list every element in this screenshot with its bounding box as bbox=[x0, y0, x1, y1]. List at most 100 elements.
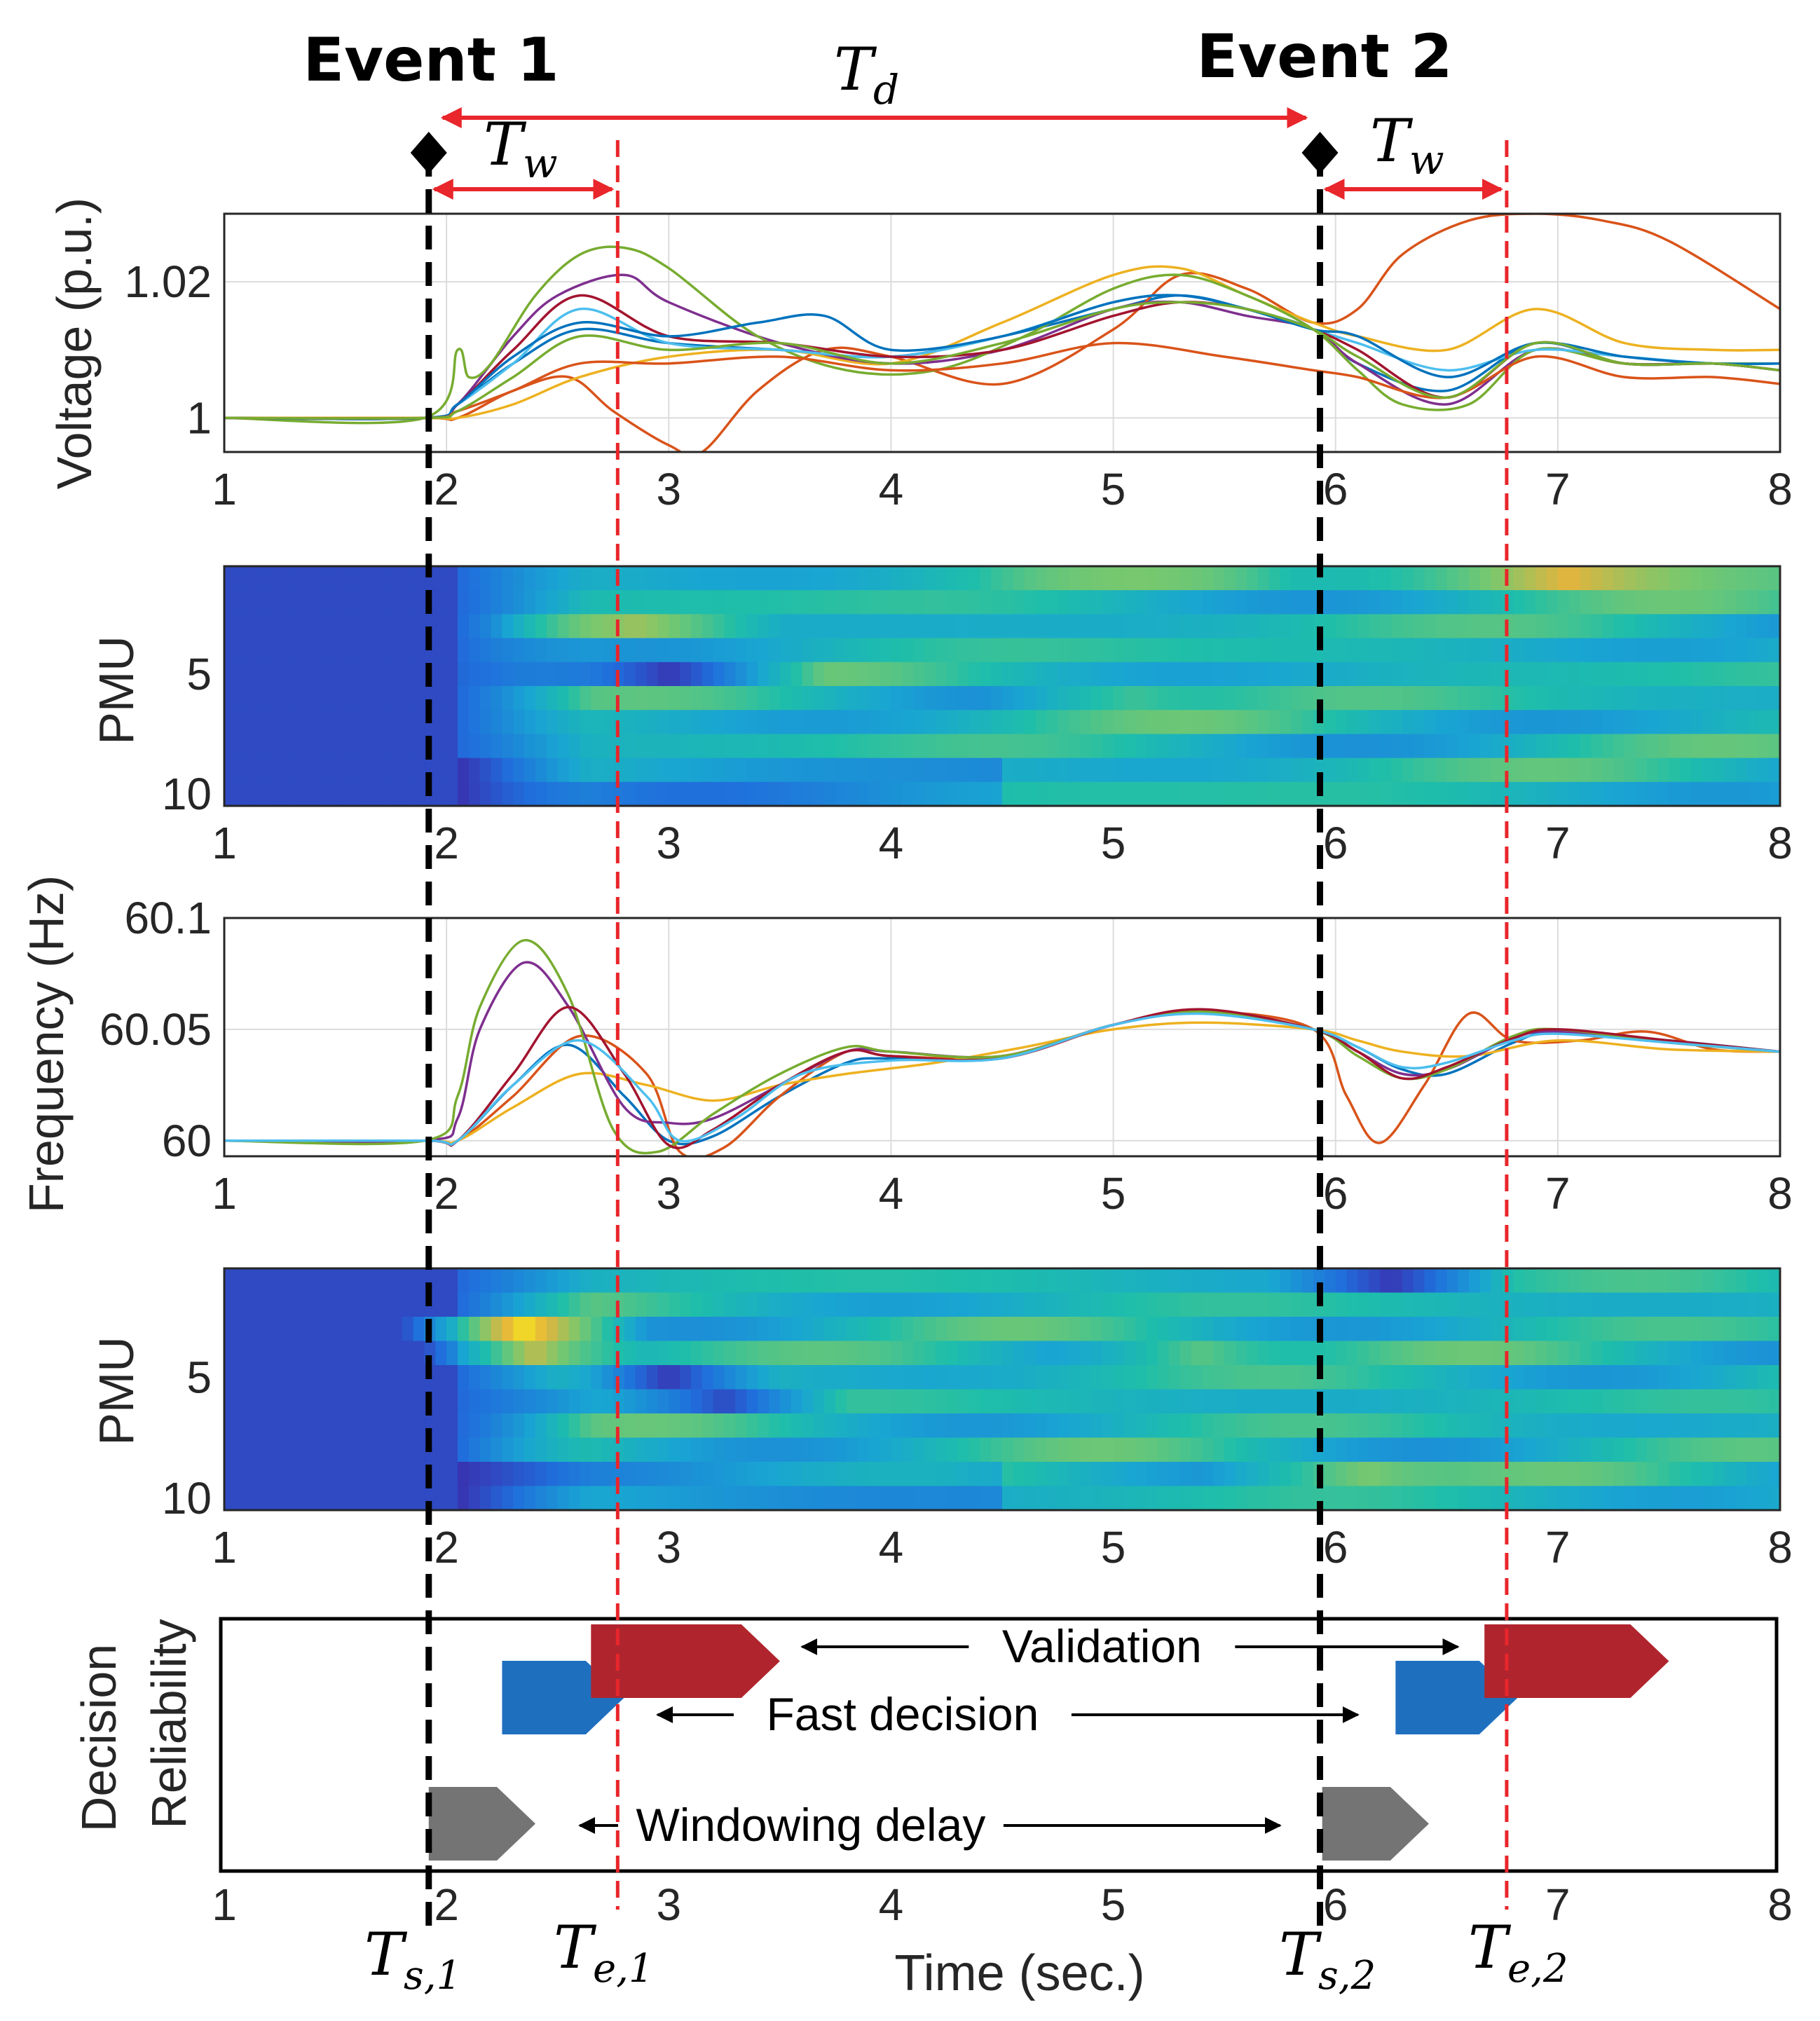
heatmap-cell bbox=[1124, 614, 1136, 639]
heatmap-cell bbox=[1113, 1413, 1125, 1439]
heatmap-cell bbox=[380, 1317, 392, 1342]
heatmap-cell bbox=[1547, 662, 1559, 687]
heatmap-cell bbox=[1469, 662, 1481, 687]
heatmap-cell bbox=[446, 1486, 458, 1511]
heatmap-cell bbox=[1680, 710, 1692, 734]
heatmap-cell bbox=[1413, 1268, 1425, 1294]
heatmap-cell bbox=[1735, 734, 1748, 759]
heatmap-cell bbox=[724, 1292, 737, 1317]
heatmap-cell bbox=[1513, 638, 1525, 663]
heatmap-cell bbox=[369, 1268, 381, 1294]
heatmap-cell bbox=[669, 686, 680, 711]
heatmap-cell bbox=[802, 781, 814, 807]
heatmap-cell bbox=[1513, 758, 1525, 783]
heatmap-cell bbox=[946, 662, 959, 687]
heatmap-cell bbox=[946, 566, 959, 591]
heatmap-cell bbox=[868, 662, 881, 687]
heatmap-cell bbox=[1302, 1389, 1314, 1414]
heatmap-cell bbox=[491, 1268, 503, 1294]
heatmap-cell bbox=[557, 734, 570, 759]
heatmap-cell bbox=[1624, 781, 1636, 807]
heatmap-cell bbox=[1369, 734, 1381, 759]
heatmap-cell bbox=[1135, 1413, 1147, 1439]
heatmap-cell bbox=[357, 1486, 369, 1511]
heatmap-cell bbox=[824, 662, 836, 687]
heatmap-cell bbox=[1024, 1413, 1036, 1439]
heatmap-cell bbox=[1646, 590, 1659, 615]
heatmap-cell bbox=[779, 1413, 792, 1439]
heatmap-cell bbox=[235, 781, 247, 807]
heatmap-cell bbox=[1236, 1292, 1247, 1317]
heatmap-cell bbox=[235, 614, 247, 639]
heatmap-cell bbox=[324, 734, 336, 759]
heatmap-cell bbox=[313, 638, 325, 663]
heatmap-cell bbox=[557, 1462, 570, 1487]
heatmap-cell bbox=[1469, 1389, 1481, 1414]
heatmap-cell bbox=[580, 638, 591, 663]
heatmap-cell bbox=[435, 686, 447, 711]
heatmap-cell bbox=[758, 758, 769, 783]
heatmap-cell bbox=[268, 781, 280, 807]
heatmap-cell bbox=[891, 781, 903, 807]
heatmap-cell bbox=[1613, 662, 1625, 687]
heatmap-cell bbox=[1090, 638, 1103, 663]
heatmap-cell bbox=[1380, 590, 1392, 615]
heatmap-cell bbox=[1058, 710, 1069, 734]
heatmap-cell bbox=[1268, 1437, 1281, 1462]
heatmap-cell bbox=[1357, 1486, 1369, 1511]
heatmap-cell bbox=[702, 614, 714, 639]
heatmap-cell bbox=[1735, 1413, 1748, 1439]
heatmap-cell bbox=[1168, 590, 1181, 615]
heatmap-cell bbox=[335, 1365, 348, 1390]
heatmap-cell bbox=[1446, 710, 1458, 734]
heatmap-cell bbox=[1669, 686, 1681, 711]
heatmap-cell bbox=[1624, 590, 1636, 615]
heatmap-cell bbox=[779, 614, 792, 639]
heatmap-cell bbox=[847, 1292, 858, 1317]
heatmap-cell bbox=[524, 638, 536, 663]
heatmap-cell bbox=[402, 566, 414, 591]
heatmap-cell bbox=[435, 566, 447, 591]
heatmap-cell bbox=[824, 1437, 836, 1462]
heatmap-cell bbox=[1024, 734, 1036, 759]
heatmap-cell bbox=[635, 566, 648, 591]
heatmap-cell bbox=[1257, 710, 1270, 734]
heatmap-cell bbox=[357, 1317, 369, 1342]
heatmap-cell bbox=[458, 614, 470, 639]
heatmap-cell bbox=[1324, 758, 1336, 783]
heatmap-cell bbox=[1013, 1389, 1025, 1414]
heatmap-cell bbox=[1613, 1389, 1625, 1414]
heatmap-cell bbox=[1179, 1317, 1192, 1342]
heatmap-cell bbox=[390, 1365, 403, 1390]
heatmap-cell bbox=[702, 1317, 714, 1342]
heatmap-cell bbox=[1669, 590, 1681, 615]
heatmap-cell bbox=[1191, 662, 1203, 687]
heatmap-cell bbox=[1035, 1437, 1048, 1462]
heatmap-cell bbox=[1402, 1389, 1414, 1414]
heatmap-cell bbox=[935, 758, 947, 783]
heatmap-cell bbox=[1291, 1389, 1303, 1414]
heatmap-cell bbox=[880, 1462, 892, 1487]
heatmap-cell bbox=[1069, 1341, 1081, 1366]
heatmap-cell bbox=[1724, 1341, 1737, 1366]
heatmap-cell bbox=[902, 1268, 914, 1294]
heatmap-cell bbox=[1568, 1317, 1581, 1342]
heatmap-cell bbox=[1535, 758, 1547, 783]
heatmap-cell bbox=[1458, 734, 1470, 759]
heatmap-cell bbox=[891, 710, 903, 734]
heatmap-cell bbox=[779, 734, 792, 759]
heatmap-cell bbox=[591, 566, 603, 591]
voltage-heatmap-ylabel: PMU bbox=[89, 636, 144, 745]
heatmap-cell bbox=[468, 1413, 481, 1439]
heatmap-cell bbox=[257, 710, 270, 734]
heatmap-cell bbox=[1191, 1341, 1203, 1366]
heatmap-cell bbox=[1535, 1317, 1547, 1342]
heatmap-cell bbox=[946, 1292, 959, 1317]
heatmap-cell bbox=[1335, 1365, 1348, 1390]
heatmap-cell bbox=[1013, 686, 1025, 711]
heatmap-cell bbox=[1179, 1341, 1192, 1366]
heatmap-cell bbox=[1302, 686, 1314, 711]
heatmap-cell bbox=[291, 1317, 303, 1342]
heatmap-cell bbox=[1102, 1341, 1114, 1366]
heatmap-cell bbox=[458, 758, 470, 783]
